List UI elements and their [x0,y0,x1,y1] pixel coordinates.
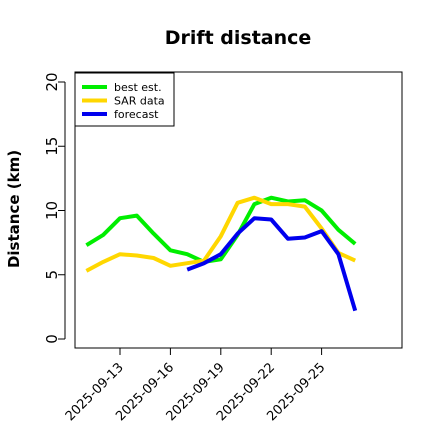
series-lines [85,195,358,312]
y-tick-label: 15 [43,137,61,156]
y-tick-label: 0 [43,334,61,344]
series-line-forecast [186,216,358,312]
legend-label: SAR data [114,95,165,108]
y-axis-label: Distance (km) [5,150,23,268]
y-tick-label: 20 [43,72,61,91]
series-line-best-est [85,195,357,264]
y-tick-label: 10 [43,201,61,220]
y-axis: 0 5 10 15 20 [43,72,66,344]
chart-title: Drift distance [165,27,312,49]
x-axis: 2025-09-132025-09-162025-09-192025-09-22… [63,347,328,424]
legend-label: forecast [114,108,159,121]
series-line-sar-data [85,195,357,273]
legend-label: best est. [114,81,162,94]
y-tick-label: 5 [43,270,61,280]
